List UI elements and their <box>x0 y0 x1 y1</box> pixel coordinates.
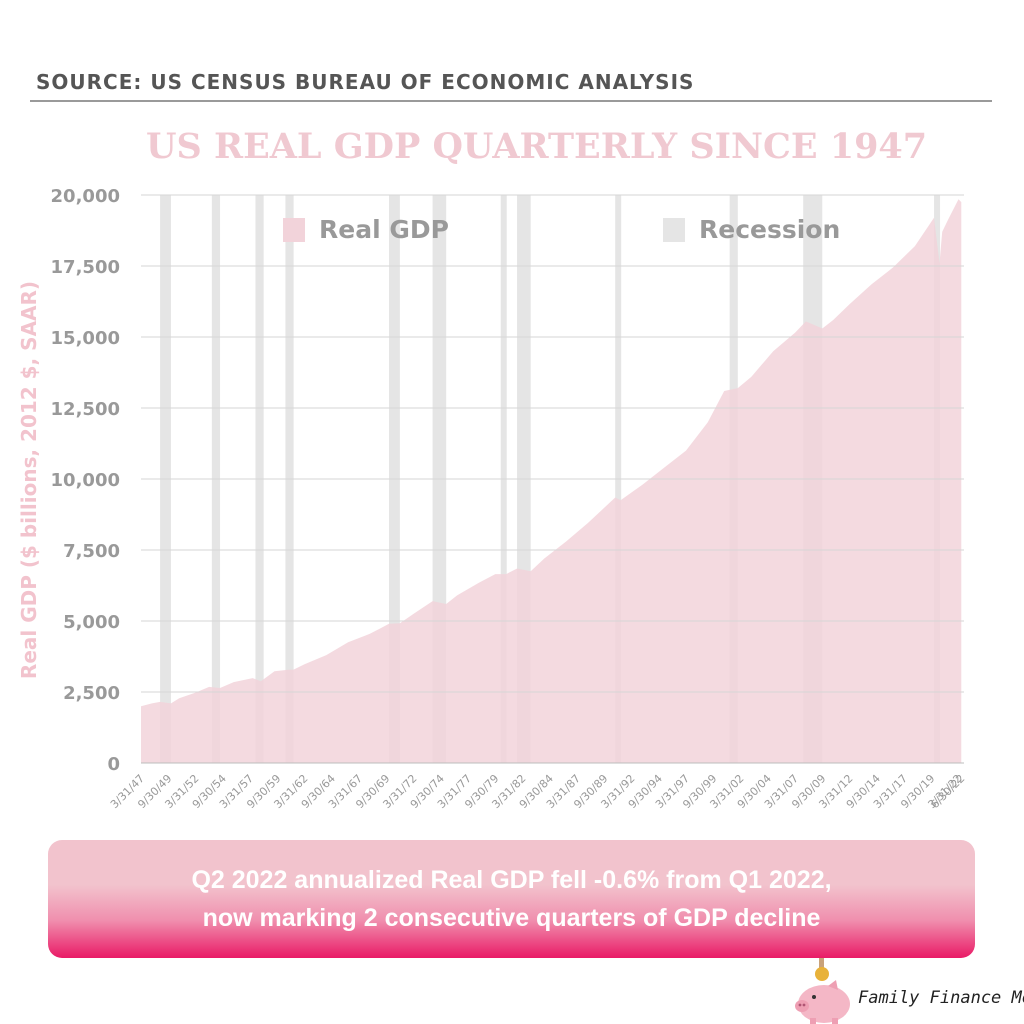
y-tick-label: 10,000 <box>51 470 120 491</box>
brand-name: Family Finance Mom <box>858 988 1024 1008</box>
gdp-area-chart: 0 2,500 5,000 7,500 10,000 12,500 15,000 17,500… <box>17 186 967 811</box>
summary-line-1: Q2 2022 annualized Real GDP fell -0.6% f… <box>191 866 832 894</box>
series-real-gdp-area <box>141 199 962 764</box>
legend-label-real-gdp: Real GDP <box>319 215 449 244</box>
y-tick-label: 7,500 <box>63 541 120 562</box>
y-tick-label: 12,500 <box>51 399 120 420</box>
summary-banner: Q2 2022 annualized Real GDP fell -0.6% f… <box>48 840 975 958</box>
gridlines <box>141 194 964 764</box>
y-axis-ticks: 0 2,500 5,000 7,500 10,000 12,500 15,000 17,500… <box>51 186 120 775</box>
y-tick-label: 2,500 <box>63 683 120 704</box>
source-note: SOURCE: US CENSUS BUREAU OF ECONOMIC ANA… <box>36 70 695 94</box>
chart-title: US REAL GDP QUARTERLY SINCE 1947 <box>146 126 928 167</box>
y-axis-title: Real GDP ($ billions, 2012 $, SAAR) <box>17 281 41 679</box>
header-divider <box>30 100 992 102</box>
legend-swatch-real-gdp <box>283 218 305 242</box>
y-tick-label: 0 <box>107 754 120 775</box>
y-tick-label: 17,500 <box>51 257 120 278</box>
piggy-bank-icon <box>795 958 850 1024</box>
y-tick-label: 20,000 <box>51 186 120 207</box>
legend: Real GDP Recession <box>283 215 840 244</box>
gdp-area <box>141 199 962 764</box>
y-tick-label: 5,000 <box>63 612 120 633</box>
y-tick-label: 15,000 <box>51 328 120 349</box>
x-axis-ticks: 3/31/479/30/493/31/529/30/543/31/579/30/… <box>108 772 967 811</box>
legend-label-recession: Recession <box>699 215 840 244</box>
summary-line-2: now marking 2 consecutive quarters of GD… <box>202 904 821 932</box>
x-tick-label: 6/30/22 <box>928 772 967 811</box>
legend-swatch-recession <box>663 218 685 242</box>
